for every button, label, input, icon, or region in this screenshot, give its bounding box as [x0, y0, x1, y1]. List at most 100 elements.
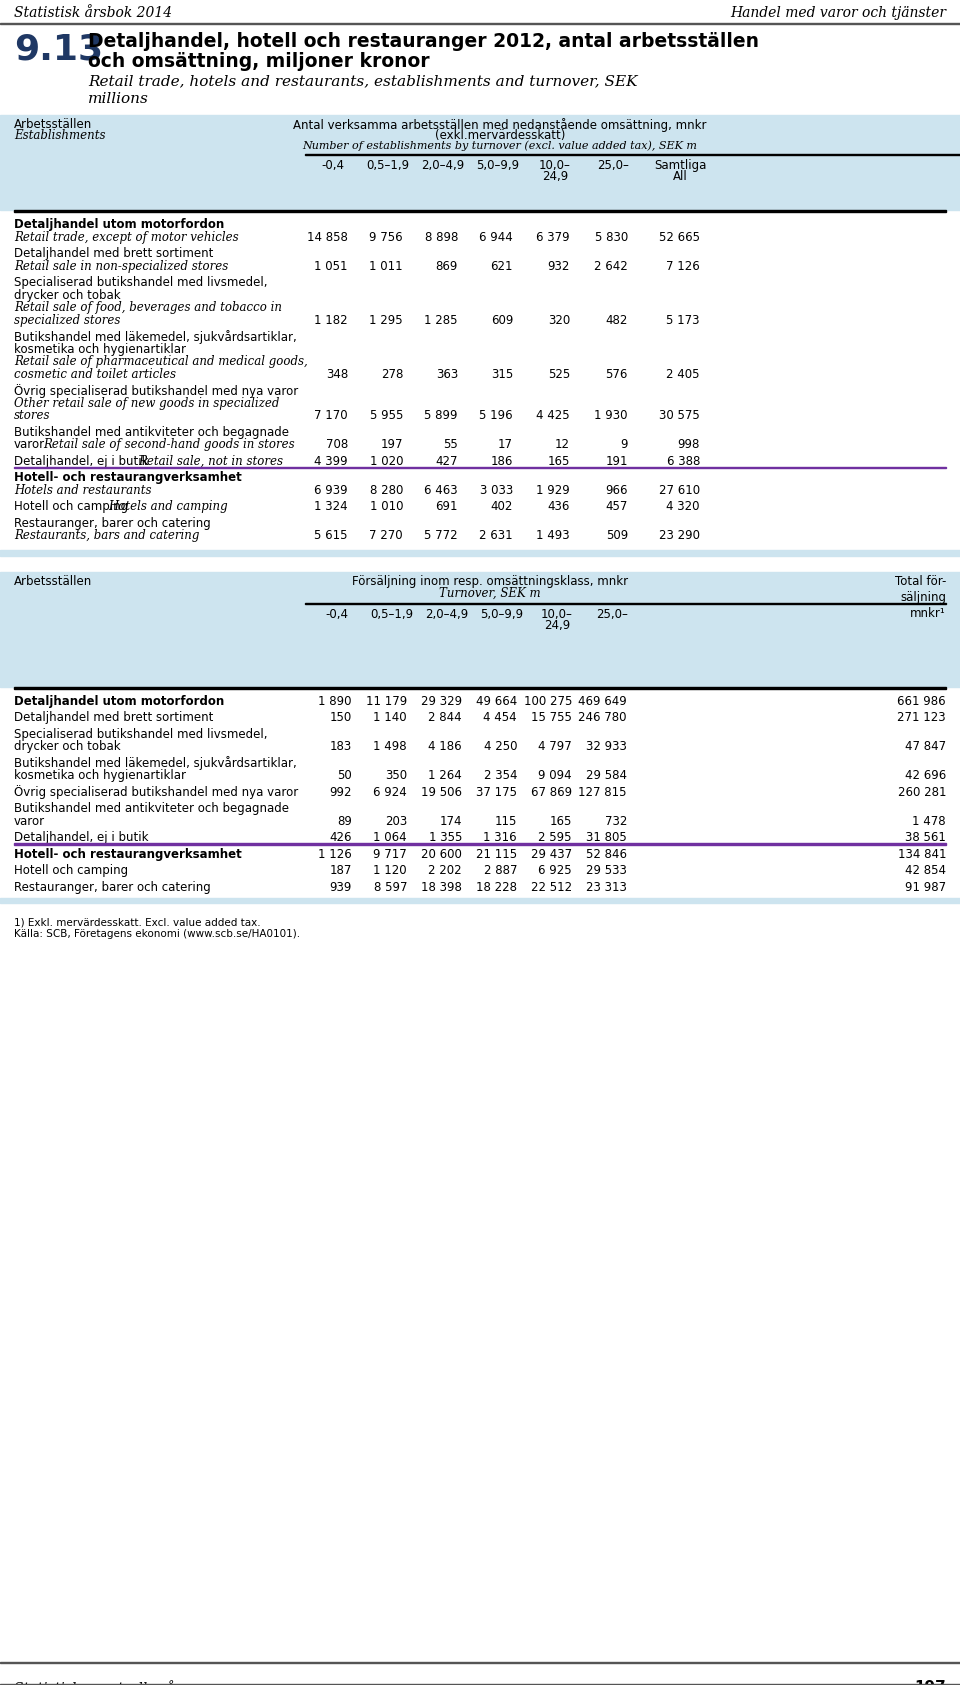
Text: 4 425: 4 425 — [537, 409, 570, 421]
Text: 115: 115 — [494, 814, 517, 827]
Text: Restauranger, barer och catering: Restauranger, barer och catering — [14, 881, 211, 893]
Text: Hotels and camping: Hotels and camping — [108, 500, 228, 512]
Text: drycker och tobak: drycker och tobak — [14, 740, 121, 753]
Text: Retail sale of second-hand goods in stores: Retail sale of second-hand goods in stor… — [43, 438, 295, 452]
Text: Number of establishments by turnover (excl. value added tax), SEK m: Number of establishments by turnover (ex… — [302, 140, 697, 150]
Text: 18 228: 18 228 — [476, 881, 517, 893]
Text: Restauranger, barer och catering: Restauranger, barer och catering — [14, 517, 211, 529]
Text: Detaljhandel med brett sortiment: Detaljhandel med brett sortiment — [14, 711, 213, 725]
Text: 732: 732 — [605, 814, 627, 827]
Text: 4 320: 4 320 — [666, 500, 700, 512]
Bar — [0, 898, 960, 903]
Text: 25,0–: 25,0– — [596, 608, 628, 620]
Text: 49 664: 49 664 — [476, 694, 517, 708]
Text: -0,4: -0,4 — [325, 608, 348, 620]
Text: 187: 187 — [329, 864, 352, 876]
Text: 17: 17 — [498, 438, 513, 452]
Text: Establishments: Establishments — [14, 130, 106, 142]
Text: 2,0–4,9: 2,0–4,9 — [421, 158, 465, 172]
Text: kosmetika och hygienartiklar: kosmetika och hygienartiklar — [14, 768, 186, 782]
Text: 11 179: 11 179 — [366, 694, 407, 708]
Text: 29 437: 29 437 — [531, 848, 572, 861]
Text: 21 115: 21 115 — [476, 848, 517, 861]
Text: 5,0–9,9: 5,0–9,9 — [480, 608, 523, 620]
Text: 5 196: 5 196 — [479, 409, 513, 421]
Text: Retail sale of food, beverages and tobacco in: Retail sale of food, beverages and tobac… — [14, 302, 282, 313]
Text: 31 805: 31 805 — [587, 831, 627, 844]
Bar — [0, 549, 960, 556]
Text: 469 649: 469 649 — [578, 694, 627, 708]
Text: och omsättning, miljoner kronor: och omsättning, miljoner kronor — [88, 52, 430, 71]
Text: millions: millions — [88, 93, 149, 106]
Text: 134 841: 134 841 — [898, 848, 946, 861]
Text: 18 398: 18 398 — [421, 881, 462, 893]
Text: Specialiserad butikshandel med livsmedel,: Specialiserad butikshandel med livsmedel… — [14, 276, 268, 290]
Text: Statistiska centralbyrån: Statistiska centralbyrån — [14, 1680, 183, 1685]
Text: 6 944: 6 944 — [479, 231, 513, 244]
Text: 29 533: 29 533 — [587, 864, 627, 876]
Text: Butikshandel med läkemedel, sjukvårdsartiklar,: Butikshandel med läkemedel, sjukvårdsart… — [14, 330, 297, 344]
Text: 2 642: 2 642 — [594, 259, 628, 273]
Text: Turnover, SEK m: Turnover, SEK m — [439, 586, 540, 600]
Text: Retail trade, except of motor vehicles: Retail trade, except of motor vehicles — [14, 231, 239, 244]
Text: Total för-
säljning
mnkr¹: Total för- säljning mnkr¹ — [895, 575, 946, 620]
Text: Detaljhandel, ej i butik: Detaljhandel, ej i butik — [14, 455, 149, 467]
Text: 2 202: 2 202 — [428, 864, 462, 876]
Text: 278: 278 — [380, 367, 403, 381]
Text: 992: 992 — [329, 785, 352, 799]
Text: 150: 150 — [329, 711, 352, 725]
Text: 1 020: 1 020 — [370, 455, 403, 467]
Text: 1 493: 1 493 — [537, 529, 570, 543]
Text: 4 454: 4 454 — [484, 711, 517, 725]
Text: 38 561: 38 561 — [905, 831, 946, 844]
Text: 4 399: 4 399 — [314, 455, 348, 467]
Text: 24,9: 24,9 — [544, 618, 570, 632]
Text: 10,0–: 10,0– — [540, 158, 571, 172]
Text: 12: 12 — [555, 438, 570, 452]
Text: 27 610: 27 610 — [659, 484, 700, 497]
Text: Antal verksamma arbetsställen med nedanstående omsättning, mnkr: Antal verksamma arbetsställen med nedans… — [293, 118, 707, 131]
Text: 203: 203 — [385, 814, 407, 827]
Text: Hotell- och restaurangverksamhet: Hotell- och restaurangverksamhet — [14, 472, 242, 484]
Text: 426: 426 — [329, 831, 352, 844]
Text: 350: 350 — [385, 768, 407, 782]
Text: 7 270: 7 270 — [370, 529, 403, 543]
Text: specialized stores: specialized stores — [14, 313, 120, 327]
Text: 42 696: 42 696 — [904, 768, 946, 782]
Text: 1 182: 1 182 — [314, 313, 348, 327]
Text: Butikshandel med antikviteter och begagnade: Butikshandel med antikviteter och begagn… — [14, 802, 289, 816]
Text: 661 986: 661 986 — [898, 694, 946, 708]
Text: 1) Exkl. mervärdesskatt. Excl. value added tax.: 1) Exkl. mervärdesskatt. Excl. value add… — [14, 917, 260, 927]
Text: 260 281: 260 281 — [898, 785, 946, 799]
Text: Hotell och camping: Hotell och camping — [14, 500, 128, 512]
Text: 30 575: 30 575 — [660, 409, 700, 421]
Text: 708: 708 — [325, 438, 348, 452]
Text: 1 264: 1 264 — [428, 768, 462, 782]
Text: Försäljning inom resp. omsättningsklass, mnkr: Försäljning inom resp. omsättningsklass,… — [352, 575, 628, 588]
Text: Retail trade, hotels and restaurants, establishments and turnover, SEK: Retail trade, hotels and restaurants, es… — [88, 74, 637, 88]
Text: 1 126: 1 126 — [319, 848, 352, 861]
Text: Övrig specialiserad butikshandel med nya varor: Övrig specialiserad butikshandel med nya… — [14, 785, 299, 799]
Text: 1 285: 1 285 — [424, 313, 458, 327]
Text: Arbetsställen: Arbetsställen — [14, 118, 92, 131]
Text: 1 010: 1 010 — [370, 500, 403, 512]
Text: 197: 197 — [914, 1680, 946, 1685]
Text: Restaurants, bars and catering: Restaurants, bars and catering — [14, 529, 200, 543]
Text: Hotell- och restaurangverksamhet: Hotell- och restaurangverksamhet — [14, 848, 242, 861]
Text: 8 597: 8 597 — [373, 881, 407, 893]
Text: 52 665: 52 665 — [659, 231, 700, 244]
Text: 127 815: 127 815 — [579, 785, 627, 799]
Text: 1 324: 1 324 — [314, 500, 348, 512]
Text: stores: stores — [14, 409, 51, 421]
Text: Handel med varor och tjänster: Handel med varor och tjänster — [730, 7, 946, 20]
Text: 191: 191 — [606, 455, 628, 467]
Text: 4 797: 4 797 — [539, 740, 572, 753]
Text: 5 899: 5 899 — [424, 409, 458, 421]
Text: 19 506: 19 506 — [421, 785, 462, 799]
Text: 9.13: 9.13 — [14, 32, 103, 66]
Text: 621: 621 — [491, 259, 513, 273]
Text: 3 033: 3 033 — [480, 484, 513, 497]
Text: 1 120: 1 120 — [373, 864, 407, 876]
Text: 52 846: 52 846 — [586, 848, 627, 861]
Text: 1 890: 1 890 — [319, 694, 352, 708]
